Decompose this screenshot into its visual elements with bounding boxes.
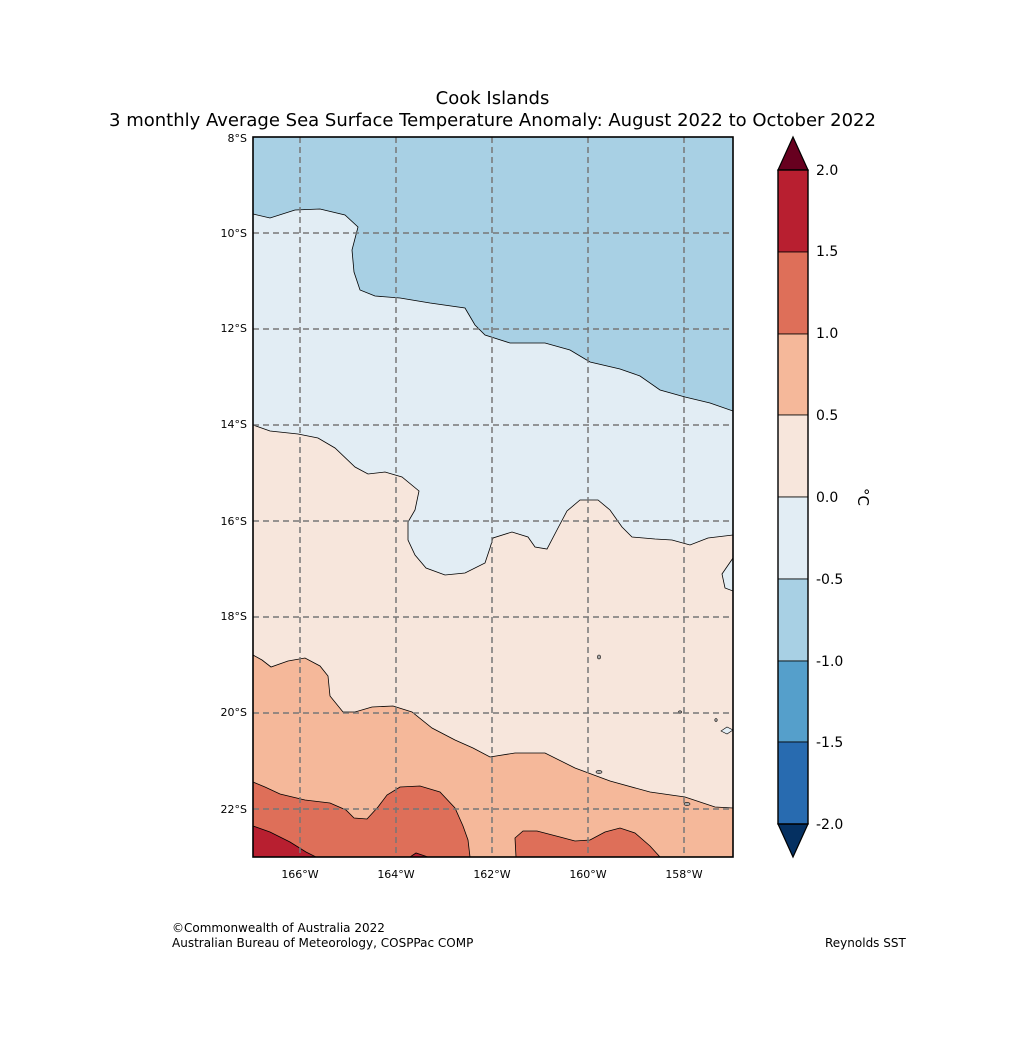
lon-label-160w: 160°W (569, 868, 606, 881)
colorbar-swatch-1.5-2.0 (777, 169, 809, 253)
anomaly-fill-0.5-to-1.0 (253, 654, 733, 857)
map-border (252, 136, 734, 858)
colorbar-tick-minus-1.5: -1.5 (816, 735, 843, 751)
colorbar (777, 135, 809, 859)
gridlines (253, 137, 733, 857)
island (595, 770, 603, 774)
colorbar-swatch-0.5-1.0 (777, 333, 809, 416)
chart-title: Cook Islands (435, 88, 550, 109)
agency-text: Australian Bureau of Meteorology, COSPPa… (172, 936, 474, 950)
data-source-text: Reynolds SST (825, 936, 906, 950)
lat-label-8s: 8°S (228, 132, 247, 145)
anomaly-fill-1.0-to-1.5-west (253, 781, 471, 857)
lon-label-158w: 158°W (665, 868, 702, 881)
lat-label-10s: 10°S (221, 227, 247, 240)
island (714, 718, 718, 722)
anomaly-pocket (721, 557, 733, 592)
chart-subtitle: 3 monthly Average Sea Surface Temperatur… (109, 110, 876, 131)
colorbar-tick-0.5: 0.5 (816, 408, 838, 424)
colorbar-swatch-1.0-1.5 (777, 251, 809, 335)
colorbar-tick-0.0: 0.0 (816, 490, 838, 506)
colorbar-extend-high (777, 135, 809, 171)
colorbar-tick-1.5: 1.5 (816, 244, 838, 260)
colorbar-tick-minus-0.5: -0.5 (816, 572, 843, 588)
anomaly-contours (253, 137, 733, 857)
island (720, 726, 733, 735)
lat-label-20s: 20°S (221, 706, 247, 719)
lat-label-12s: 12°S (221, 322, 247, 335)
colorbar-tick-minus-2.0: -2.0 (816, 817, 843, 833)
lat-label-14s: 14°S (221, 418, 247, 431)
colorbar-swatch-minus-2.0-minus-1.5 (777, 741, 809, 825)
colorbar-swatch-minus-1.0-minus-0.5 (777, 578, 809, 662)
colorbar-swatch-minus-0.5-0.0 (777, 496, 809, 580)
lon-label-164w: 164°W (377, 868, 414, 881)
copyright-text: ©Commonwealth of Australia 2022 (172, 921, 385, 935)
island (597, 654, 601, 660)
colorbar-tick-minus-1.0: -1.0 (816, 654, 843, 670)
lat-label-22s: 22°S (221, 803, 247, 816)
island (683, 802, 691, 806)
island (678, 710, 682, 714)
lat-label-18s: 18°S (221, 610, 247, 623)
lat-label-16s: 16°S (221, 515, 247, 528)
anomaly-fill-1.5-to-2.0-spot (409, 852, 429, 857)
lon-label-162w: 162°W (473, 868, 510, 881)
lon-label-166w: 166°W (281, 868, 318, 881)
colorbar-unit-label: °C (854, 488, 872, 506)
colorbar-tick-2.0: 2.0 (816, 163, 838, 179)
colorbar-tick-1.0: 1.0 (816, 326, 838, 342)
colorbar-swatch-minus-1.5-minus-1.0 (777, 660, 809, 743)
colorbar-swatch-0.0-0.5 (777, 414, 809, 498)
colorbar-extend-low (777, 823, 809, 859)
colorbar-border (777, 169, 809, 825)
